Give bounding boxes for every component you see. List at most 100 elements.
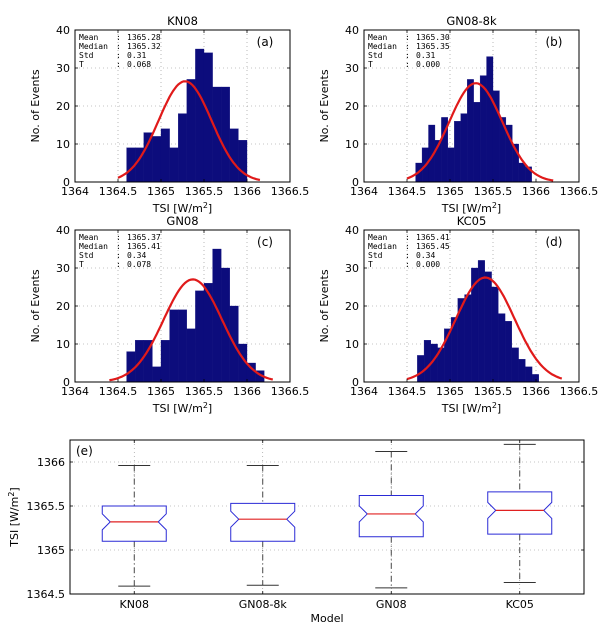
histogram-bar	[504, 321, 512, 383]
stat-value: 0.078	[127, 260, 151, 269]
stat-value: 1365.28	[127, 33, 161, 42]
plot-border	[69, 439, 585, 595]
stat-label: T	[368, 260, 373, 269]
histogram-bar	[169, 309, 179, 383]
box-notched	[358, 494, 424, 538]
stat-label: Std	[79, 51, 94, 60]
box-notched	[487, 491, 553, 535]
stat-value: 0.000	[416, 60, 440, 69]
stat-value: 0.34	[416, 251, 435, 260]
y-tick-label: 1365.5	[27, 500, 66, 513]
stat-label: Std	[368, 251, 383, 260]
stat-label: Std	[79, 251, 94, 260]
histogram-bar	[467, 79, 474, 183]
y-tick-label: 40	[56, 24, 70, 37]
x-tick-label: 1366	[522, 385, 550, 398]
histogram-panel-a: 1364 1364.5 1365 1365.5 1366 1366.5 0 10 20 30 40 K…	[29, 14, 309, 198]
histogram-bar	[186, 328, 196, 383]
histogram-bar	[518, 162, 526, 183]
x-tick-label: 1366	[522, 185, 550, 198]
stat-label: Median	[79, 242, 108, 251]
x-axis-label-text: TSI [W/m	[441, 402, 492, 415]
stat-value: 0.31	[416, 51, 435, 60]
histogram-bar	[473, 102, 481, 183]
stat-label: Median	[79, 42, 108, 51]
histogram-bar	[195, 290, 205, 383]
x-axis-label-text: TSI [W/m	[152, 402, 203, 415]
y-tick-label: 10	[345, 338, 359, 351]
gaussian-fit-line	[406, 276, 563, 381]
x-tick-label: 1364	[61, 185, 89, 198]
histogram-bar	[484, 271, 492, 383]
x-axis-label-superscript: 2	[203, 201, 208, 210]
y-axis-label: No. of Events	[29, 269, 42, 342]
stat-colon: :	[405, 42, 410, 51]
stat-colon: :	[116, 42, 121, 51]
histogram-bar	[531, 374, 539, 383]
boxplot-panel: 1364.5 1365 1365.5 1366 KN08 GN08-8k GN08 KC05 (…	[7, 439, 585, 625]
histogram-bar	[518, 359, 526, 383]
x-tick-label: 1364.5	[388, 385, 427, 398]
stat-value: 0.000	[416, 260, 440, 269]
histogram-bar	[160, 340, 170, 383]
stat-value: 1365.32	[127, 42, 161, 51]
x-tick-label: 1366.5	[560, 185, 599, 198]
x-tick-label: 1364.5	[99, 385, 138, 398]
histogram-bar	[238, 140, 248, 183]
histogram-bar	[464, 294, 472, 383]
stat-colon: :	[405, 33, 410, 42]
x-tick-label: 1365	[147, 185, 175, 198]
histogram-panel-b: 1364 1364.5 1365 1365.5 1366 1366.5 0 10 20 30 40 G…	[318, 14, 598, 198]
x-axis-label: Model	[310, 612, 343, 625]
x-tick-label: 1364	[350, 385, 378, 398]
stat-label: T	[368, 60, 373, 69]
x-axis-label-end: ]	[208, 402, 212, 415]
stat-colon: :	[405, 260, 410, 269]
stat-colon: :	[116, 242, 121, 251]
histogram-bar	[447, 147, 455, 183]
stat-label: Mean	[368, 33, 387, 42]
stat-colon: :	[116, 260, 121, 269]
histogram-bar	[454, 121, 461, 183]
y-tick-label: 20	[56, 300, 70, 313]
y-tick-label: 0	[63, 176, 70, 189]
chart-title: GN08	[166, 214, 198, 228]
stat-value: 0.34	[127, 251, 146, 260]
x-tick-label: 1364.5	[99, 185, 138, 198]
stat-colon: :	[116, 60, 121, 69]
stat-value: 1365.30	[416, 33, 450, 42]
stat-colon: :	[405, 233, 410, 242]
box-notched	[230, 502, 296, 542]
x-tick-label: 1365	[436, 185, 464, 198]
x-axis-label-superscript: 2	[203, 401, 208, 410]
stat-label: T	[79, 260, 84, 269]
category-label: GN08	[376, 598, 407, 611]
x-axis-label-superscript: 2	[492, 201, 497, 210]
stat-label: Std	[368, 51, 383, 60]
y-axis-label: No. of Events	[29, 69, 42, 142]
stat-value: 1365.41	[127, 242, 161, 251]
gaussian-fit-line	[109, 278, 274, 382]
stat-label: Mean	[368, 233, 387, 242]
stat-colon: :	[405, 251, 410, 260]
histogram-bar	[186, 79, 196, 183]
histogram-bar	[491, 286, 499, 383]
histogram-bar	[479, 75, 487, 183]
y-tick-label: 1365	[37, 544, 65, 557]
y-tick-label: 10	[345, 138, 359, 151]
y-tick-label: 30	[345, 62, 359, 75]
stat-value: 1365.35	[416, 42, 450, 51]
histogram-bar	[229, 128, 239, 183]
x-tick-label: 1365.5	[474, 385, 513, 398]
stat-label: T	[79, 60, 84, 69]
y-tick-label: 20	[345, 100, 359, 113]
y-tick-label: 30	[56, 262, 70, 275]
histogram-bar	[486, 56, 494, 183]
histogram-panel-d: 1364 1364.5 1365 1365.5 1366 1366.5 0 10 20 30 40 K…	[318, 214, 598, 398]
stat-colon: :	[116, 233, 121, 242]
stat-colon: :	[116, 33, 121, 42]
x-axis-label: TSI [W/m2]	[441, 201, 501, 215]
y-axis-label: No. of Events	[318, 269, 331, 342]
stat-colon: :	[405, 242, 410, 251]
y-axis-label: No. of Events	[318, 69, 331, 142]
